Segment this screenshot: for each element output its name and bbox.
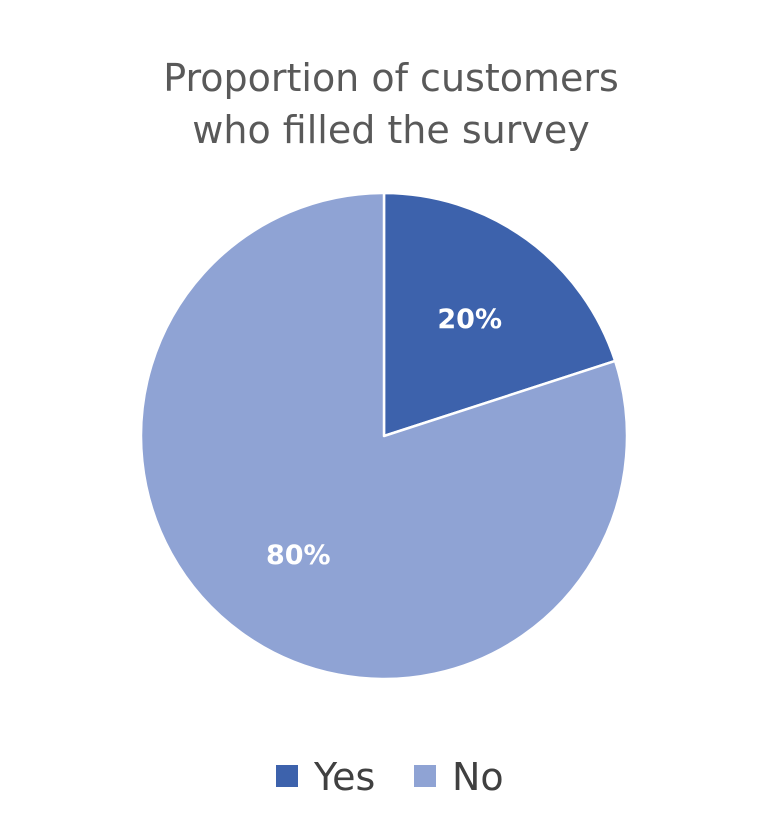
data-label-yes: 20% [437, 304, 502, 335]
chart-title-line-2: who filled the survey [192, 108, 589, 152]
legend-swatch-yes [276, 765, 298, 787]
pie-slice-yes [382, 191, 617, 438]
legend-label-no: No [452, 755, 504, 799]
pie-slice-no [139, 191, 629, 681]
legend-item-yes: Yes [276, 755, 375, 799]
chart-title-line-1: Proportion of customers [163, 56, 619, 100]
pie-data-labels: 20% 80% [266, 304, 502, 571]
pie-slices [139, 191, 629, 681]
legend-item-no: No [414, 755, 504, 799]
legend-swatch-no [414, 765, 436, 787]
legend-label-yes: Yes [313, 755, 375, 799]
legend: Yes No [276, 755, 504, 799]
data-label-no: 80% [266, 540, 331, 571]
